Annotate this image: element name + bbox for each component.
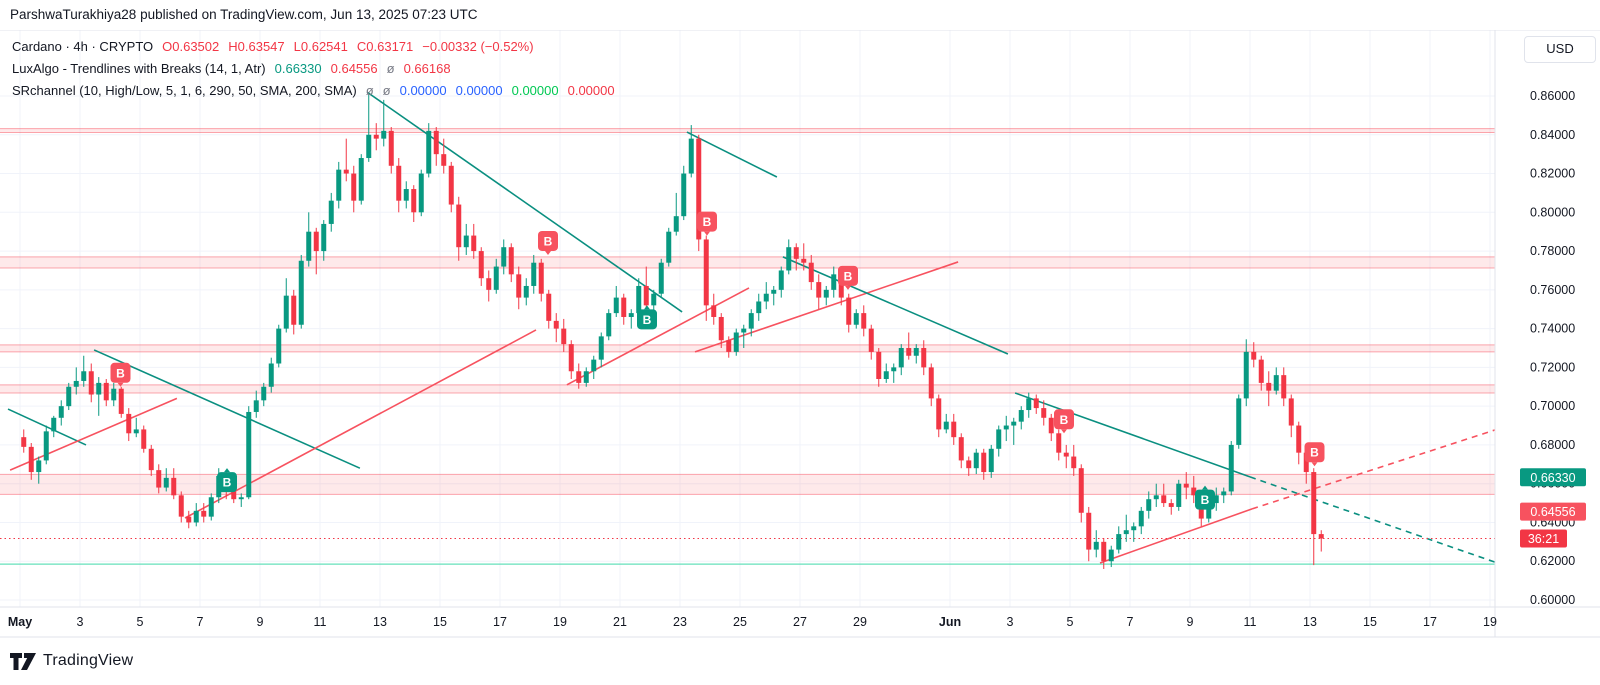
svg-text:0.78000: 0.78000	[1530, 244, 1575, 258]
legend-value: 0.66168	[403, 61, 451, 76]
legend-value: 0.00000	[455, 83, 503, 98]
svg-text:13: 13	[373, 615, 387, 629]
svg-text:15: 15	[1363, 615, 1377, 629]
svg-text:May: May	[8, 615, 32, 629]
svg-text:19: 19	[1483, 615, 1497, 629]
footer-bar: TradingView	[0, 638, 1600, 685]
svg-text:25: 25	[733, 615, 747, 629]
legend-value: ø	[365, 83, 374, 98]
legend-value: 0.00000	[567, 83, 615, 98]
legend-value: L0.62541	[293, 39, 348, 54]
svg-text:B: B	[703, 215, 712, 229]
legend-value: 0.00000	[399, 83, 447, 98]
svg-text:7: 7	[1127, 615, 1134, 629]
chart-legend: Cardano · 4h · CRYPTO O0.63502 H0.63547 L0.…	[12, 36, 624, 102]
price-axis[interactable]: 0.86000 0.84000 0.82000 0.80000 0.78000 0.760…	[1520, 89, 1586, 607]
svg-text:0.68000: 0.68000	[1530, 438, 1575, 452]
price-pane[interactable]: B B B B B B B B B	[0, 91, 1499, 569]
candlesticks	[21, 92, 1324, 569]
tradingview-logo-text: TradingView	[43, 652, 134, 669]
svg-text:0.60000: 0.60000	[1530, 593, 1575, 607]
publish-text: ParshwaTurakhiya28 published on TradingV…	[10, 7, 478, 22]
svg-text:29: 29	[853, 615, 867, 629]
svg-text:0.70000: 0.70000	[1530, 399, 1575, 413]
publish-bar: ParshwaTurakhiya28 published on TradingV…	[0, 0, 1600, 30]
svg-text:23: 23	[673, 615, 687, 629]
svg-text:13: 13	[1303, 615, 1317, 629]
break-labels: B B B B B B B B B	[110, 211, 1325, 510]
svg-text:B: B	[643, 313, 652, 327]
svg-text:36:21: 36:21	[1528, 532, 1559, 546]
legend-value: 0.00000	[511, 83, 559, 98]
svg-text:0.76000: 0.76000	[1530, 283, 1575, 297]
time-axis[interactable]: May 3 5 7 9 11 13 15 17 19 21 23 25 27 29 Jun 3 5 7 9 11 13 15…	[8, 615, 1497, 629]
legend-value: ø	[382, 83, 391, 98]
svg-text:0.66330: 0.66330	[1530, 471, 1575, 485]
svg-text:B: B	[844, 269, 853, 283]
svg-text:0.82000: 0.82000	[1530, 167, 1575, 181]
legend-value: SRchannel (10, High/Low, 5, 1, 6, 290, 5…	[12, 83, 357, 98]
svg-text:7: 7	[197, 615, 204, 629]
tradingview-logo-icon	[10, 652, 36, 670]
svg-text:27: 27	[793, 615, 807, 629]
svg-text:0.84000: 0.84000	[1530, 128, 1575, 142]
svg-text:5: 5	[137, 615, 144, 629]
svg-text:0.62000: 0.62000	[1530, 554, 1575, 568]
indicator-legend-luxalgo[interactable]: LuxAlgo - Trendlines with Breaks (14, 1,…	[12, 58, 624, 80]
currency-toggle-button[interactable]: USD	[1524, 36, 1596, 63]
svg-text:5: 5	[1067, 615, 1074, 629]
svg-text:B: B	[116, 366, 125, 380]
svg-text:21: 21	[613, 615, 627, 629]
svg-text:11: 11	[314, 615, 327, 629]
svg-text:B: B	[544, 234, 553, 248]
svg-text:B: B	[223, 476, 232, 490]
svg-text:0.74000: 0.74000	[1530, 322, 1575, 336]
svg-text:17: 17	[1423, 615, 1437, 629]
symbol-legend-row[interactable]: Cardano · 4h · CRYPTO O0.63502 H0.63547 L0.…	[12, 36, 624, 58]
svg-text:B: B	[1201, 493, 1210, 507]
svg-text:0.86000: 0.86000	[1530, 89, 1575, 103]
svg-text:B: B	[1060, 413, 1069, 427]
svg-text:0.80000: 0.80000	[1530, 205, 1575, 219]
legend-value: 0.66330	[274, 61, 322, 76]
grid-lines	[0, 30, 1495, 607]
svg-text:3: 3	[1007, 615, 1014, 629]
legend-value: LuxAlgo - Trendlines with Breaks (14, 1,…	[12, 61, 266, 76]
svg-text:9: 9	[257, 615, 264, 629]
legend-value: O0.63502	[162, 39, 220, 54]
legend-value: −0.00332 (−0.52%)	[422, 39, 534, 54]
legend-value: ø	[386, 61, 395, 76]
svg-text:0.72000: 0.72000	[1530, 360, 1575, 374]
svg-text:15: 15	[433, 615, 447, 629]
svg-text:19: 19	[553, 615, 567, 629]
legend-value: 0.64556	[330, 61, 378, 76]
sr-bands	[0, 128, 1495, 495]
legend-value: Cardano · 4h · CRYPTO	[12, 39, 154, 54]
trendlines	[7, 91, 1495, 564]
svg-text:9: 9	[1187, 615, 1194, 629]
svg-text:0.64556: 0.64556	[1530, 505, 1575, 519]
indicator-legend-srchannel[interactable]: SRchannel (10, High/Low, 5, 1, 6, 290, 5…	[12, 80, 624, 102]
svg-text:B: B	[1310, 446, 1319, 460]
svg-text:3: 3	[77, 615, 84, 629]
svg-text:11: 11	[1244, 615, 1257, 629]
legend-value: C0.63171	[356, 39, 414, 54]
legend-value: H0.63547	[228, 39, 285, 54]
tradingview-logo[interactable]: TradingView	[10, 652, 133, 670]
svg-text:Jun: Jun	[939, 615, 961, 629]
svg-text:17: 17	[493, 615, 507, 629]
